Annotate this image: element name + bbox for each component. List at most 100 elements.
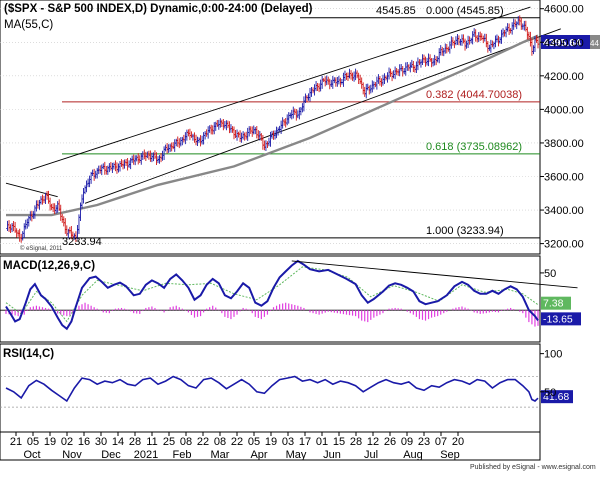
price-bar: [158, 155, 161, 164]
price-bar: [463, 38, 467, 51]
price-bar: [138, 155, 141, 163]
price-bar: [38, 199, 41, 210]
fib-level-label: 0.382 (4044.70038): [426, 89, 522, 101]
price-bar: [363, 86, 366, 97]
price-bar: [457, 35, 461, 46]
price-bar: [33, 205, 37, 219]
price-bar: [117, 163, 120, 173]
price-bar: [477, 32, 480, 43]
date-tick-label: 11: [146, 436, 157, 448]
fibonacci-levels: 0.000 (4545.85) 0.382 (4044.70038) 0.618 (…: [0, 5, 540, 239]
price-bar: [381, 74, 385, 86]
rsi-value-tag-bg: [541, 390, 573, 404]
price-bar: [48, 197, 52, 211]
price-bar: [433, 54, 436, 66]
price-bar: [61, 213, 64, 223]
price-bar: [442, 48, 445, 57]
price-bar: [143, 149, 146, 160]
price-bar: [415, 61, 418, 73]
price-bar: [266, 141, 269, 148]
price-bar: [456, 33, 459, 45]
price-tick-label: 3600.00: [544, 171, 584, 183]
price-bar: [173, 139, 176, 152]
date-tick-label: 03: [282, 436, 294, 448]
price-bar: [480, 33, 483, 41]
price-bar: [64, 218, 67, 234]
price-bar: [176, 136, 179, 147]
price-bar: [486, 40, 490, 53]
macd-value-tag-bg: [541, 312, 581, 326]
price-bar: [378, 76, 382, 86]
price-bar: [438, 48, 441, 64]
price-bar: [190, 131, 193, 138]
price-bar: [485, 33, 488, 48]
date-tick-label: 08: [214, 436, 226, 448]
date-tick-label: 05: [27, 436, 39, 448]
date-tick-label: 19: [44, 436, 56, 448]
rsi-tick-label: 100: [544, 349, 562, 361]
price-series: 4395.64 44: [5, 6, 600, 243]
rsi-series: 41.68: [0, 375, 573, 408]
price-bar: [308, 88, 312, 102]
macd-tick-label: 50: [544, 268, 556, 280]
price-bar: [141, 151, 144, 160]
price-bar: [393, 66, 397, 80]
price-bar: [510, 22, 514, 35]
rsi-label: RSI(14,C): [3, 348, 54, 360]
price-tick-label: 4400.00: [544, 37, 584, 49]
price-bar: [427, 53, 430, 67]
price-bar: [314, 81, 318, 92]
price-bar: [140, 153, 143, 165]
price-bar: [396, 69, 400, 76]
price-bar: [202, 132, 205, 145]
price-bar: [416, 57, 420, 71]
price-bar: [108, 163, 111, 173]
price-bar: [208, 125, 211, 133]
price-bar: [412, 61, 415, 73]
price-bar: [410, 59, 414, 68]
price-bar: [371, 80, 374, 93]
price-bar: [319, 79, 322, 92]
price-bar: [109, 162, 113, 171]
date-tick-label: 30: [95, 436, 107, 448]
price-bar: [305, 95, 309, 103]
price-bar: [500, 29, 503, 44]
price-bar: [226, 120, 230, 129]
price-bar: [299, 106, 303, 116]
price-bar: [358, 74, 362, 85]
price-bar: [418, 59, 421, 66]
date-tick-label: 17: [299, 436, 311, 448]
price-bar: [219, 118, 222, 128]
ma-55-line: [6, 34, 539, 217]
price-panel-frame: [0, 0, 541, 255]
price-bar: [281, 117, 284, 129]
ma-value-tag: 44: [590, 39, 599, 48]
price-bar: [18, 228, 21, 242]
price-bar: [439, 45, 442, 56]
month-label: Sep: [440, 449, 460, 461]
price-bar: [334, 77, 338, 87]
price-bar: [261, 134, 265, 150]
price-bar: [54, 205, 58, 214]
price-bar: [83, 185, 87, 195]
price-bar: [188, 128, 192, 141]
fib-level-label: 1.000 (3233.94): [426, 225, 504, 237]
price-bar: [307, 93, 310, 101]
price-bar: [351, 72, 354, 81]
price-bar: [182, 134, 186, 143]
price-bar: [459, 38, 462, 46]
date-tick-label: 20: [452, 436, 464, 448]
rsi-line: [5, 375, 539, 403]
price-tick-label: 4000.00: [544, 104, 584, 116]
price-bar: [241, 131, 245, 140]
date-tick-label: 08: [180, 436, 192, 448]
rsi-tick-label: 50: [544, 387, 556, 399]
price-bar: [526, 26, 529, 40]
price-bar: [21, 231, 24, 241]
price-bar: [228, 121, 231, 134]
month-label: Mar: [211, 449, 230, 461]
macd-series: 7.38 -13.65: [0, 259, 581, 331]
price-bar: [428, 54, 432, 62]
macd-signal-line: [5, 266, 539, 323]
